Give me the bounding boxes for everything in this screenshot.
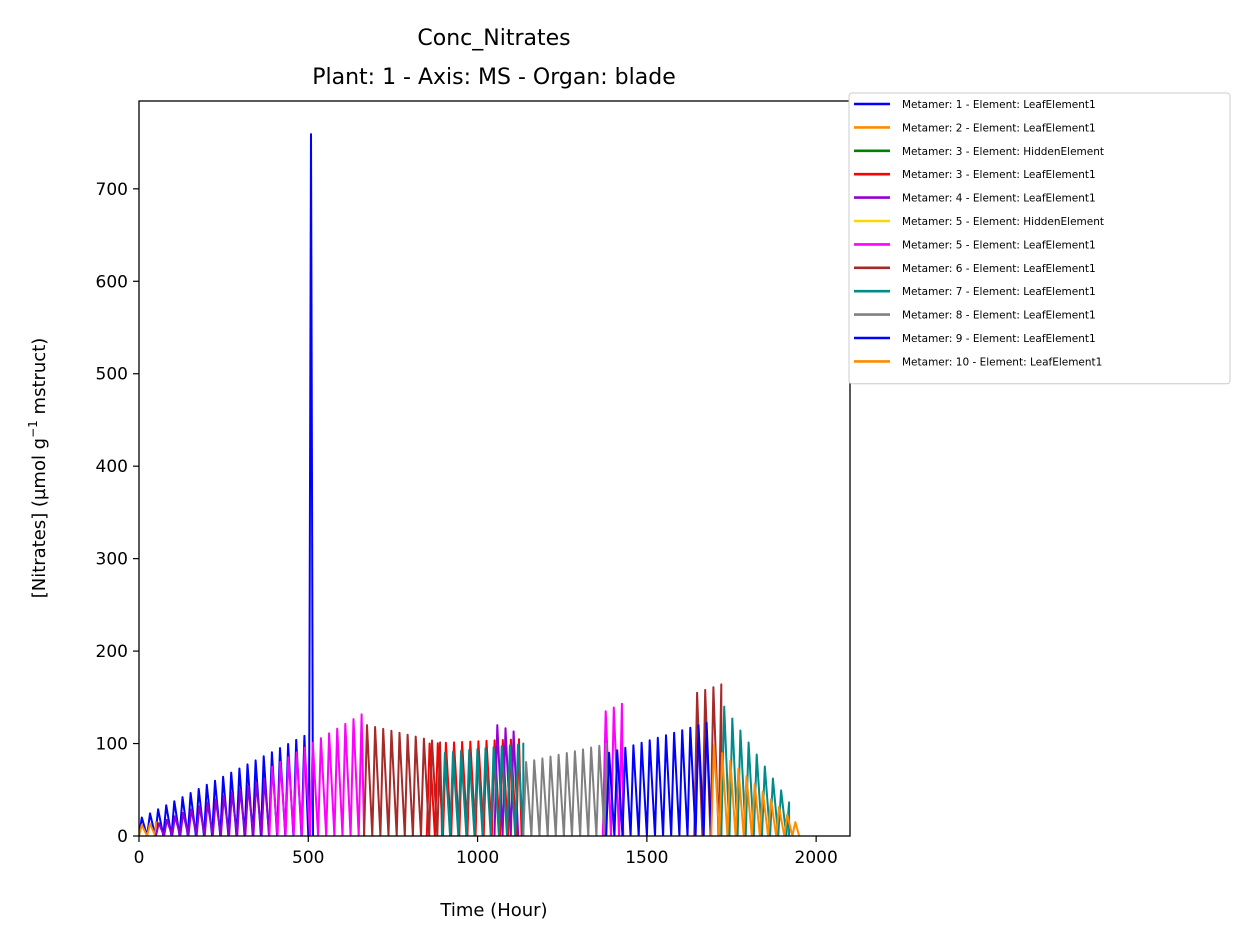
series-line-metamer-5-element-leafelement1 bbox=[601, 702, 625, 836]
series-line-metamer-5-element-leafelement1 bbox=[268, 713, 366, 836]
series-line-metamer-6-element-leafelement1 bbox=[363, 724, 443, 836]
x-tick-label: 1000 bbox=[456, 848, 499, 868]
legend-label: Metamer: 3 - Element: LeafElement1 bbox=[902, 169, 1096, 181]
x-tick-label: 500 bbox=[292, 848, 324, 868]
y-tick-label: 200 bbox=[96, 642, 128, 662]
x-tick-label: 2000 bbox=[795, 848, 838, 868]
y-tick-label: 100 bbox=[96, 735, 128, 755]
series-spike-metamer-1-element-leafelement1 bbox=[308, 133, 314, 836]
legend: Metamer: 1 - Element: LeafElement1 Metame… bbox=[848, 92, 1231, 385]
y-axis-label: [Nitrates] (µmol g−1 mstruct) bbox=[26, 338, 50, 599]
chart-subtitle: Plant: 1 - Axis: MS - Organ: blade bbox=[312, 65, 676, 90]
legend-label: Metamer: 2 - Element: LeafElement1 bbox=[902, 122, 1096, 134]
series-line-metamer-8-element-leafelement1 bbox=[522, 742, 608, 836]
x-tick-label: 1500 bbox=[625, 848, 668, 868]
y-tick-label: 700 bbox=[96, 180, 128, 200]
plot-frame bbox=[138, 100, 851, 837]
series-layer bbox=[139, 133, 801, 836]
series-line-metamer-4-element-leafelement1 bbox=[493, 724, 520, 836]
legend-label: Metamer: 9 - Element: LeafElement1 bbox=[902, 333, 1096, 345]
y-tick-label: 0 bbox=[117, 827, 128, 847]
chart-title: Conc_Nitrates bbox=[417, 26, 570, 51]
legend-box bbox=[848, 92, 1231, 385]
legend-label: Metamer: 1 - Element: LeafElement1 bbox=[902, 99, 1096, 111]
legend-label: Metamer: 8 - Element: LeafElement1 bbox=[902, 310, 1096, 322]
series-line-metamer-10-element-leafelement1 bbox=[710, 744, 801, 836]
legend-label: Metamer: 3 - Element: HiddenElement bbox=[902, 146, 1104, 158]
series-line-metamer-7-element-leafelement1 bbox=[720, 705, 791, 836]
legend-label: Metamer: 5 - Element: LeafElement1 bbox=[902, 239, 1096, 251]
legend-label: Metamer: 4 - Element: LeafElement1 bbox=[902, 193, 1096, 205]
legend-label: Metamer: 5 - Element: HiddenElement bbox=[902, 216, 1104, 228]
series-line-metamer-9-element-leafelement1 bbox=[605, 721, 713, 836]
y-axis: 0 100 200 300 400 500 600 700 bbox=[96, 180, 139, 847]
legend-label: Metamer: 10 - Element: LeafElement1 bbox=[902, 356, 1102, 368]
x-axis: 0 500 1000 1500 2000 bbox=[134, 836, 838, 868]
y-tick-label: 500 bbox=[96, 365, 128, 385]
x-tick-label: 0 bbox=[134, 848, 145, 868]
series-line-metamer-2-element-leafelement1 bbox=[139, 821, 157, 836]
x-axis-label: Time (Hour) bbox=[439, 900, 547, 921]
y-tick-label: 300 bbox=[96, 550, 128, 570]
series-line-metamer-1-element-leafelement1 bbox=[139, 734, 310, 836]
legend-label: Metamer: 7 - Element: LeafElement1 bbox=[902, 286, 1096, 298]
legend-label: Metamer: 6 - Element: LeafElement1 bbox=[902, 263, 1096, 275]
y-tick-label: 600 bbox=[96, 272, 128, 292]
series-line-metamer-4-element-leafelement1 bbox=[154, 778, 271, 836]
y-tick-label: 400 bbox=[96, 457, 128, 477]
series-line-metamer-7-element-leafelement1 bbox=[441, 742, 525, 836]
